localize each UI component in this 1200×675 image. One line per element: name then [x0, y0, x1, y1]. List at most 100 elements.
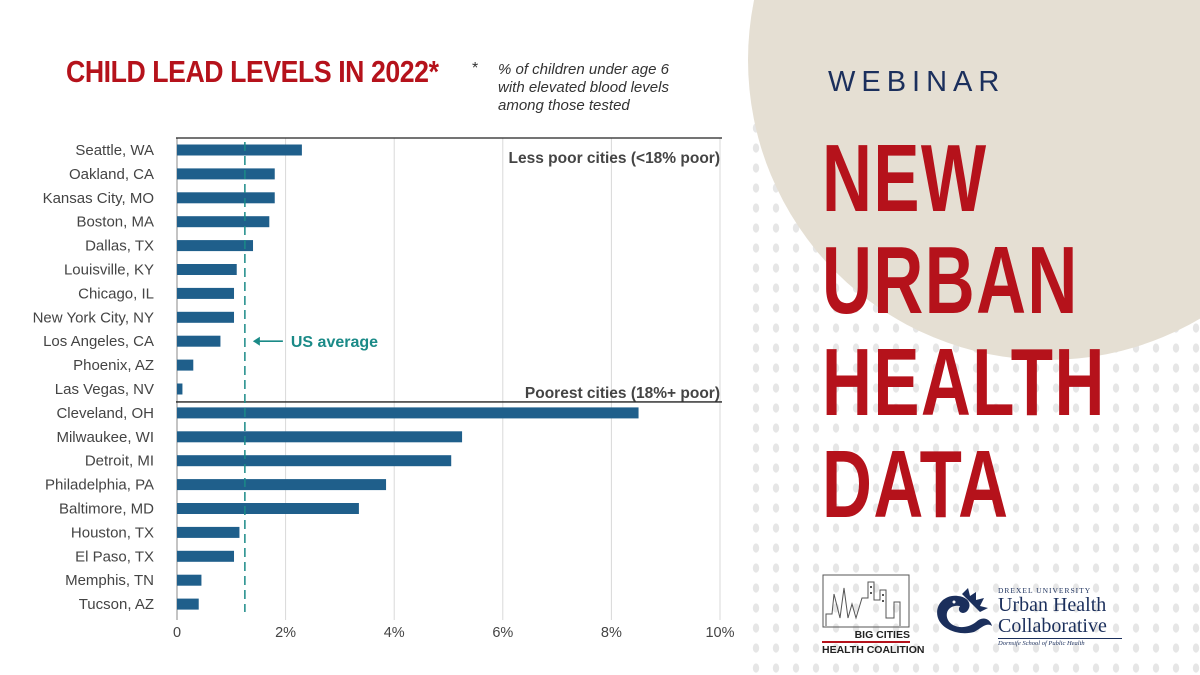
dot — [912, 623, 920, 633]
dot — [912, 603, 920, 613]
dot — [1112, 443, 1120, 453]
dot — [872, 463, 880, 473]
bar — [177, 574, 202, 586]
dot — [752, 243, 760, 253]
dot — [872, 563, 880, 573]
category-label: El Paso, TX — [75, 548, 154, 565]
dot — [812, 603, 820, 613]
dot — [792, 523, 800, 533]
dot — [832, 303, 840, 313]
dot — [792, 663, 800, 673]
dot — [852, 503, 860, 513]
dot — [972, 363, 980, 373]
dot — [752, 303, 760, 313]
dot — [792, 583, 800, 593]
big-cities-skyline-icon — [822, 574, 910, 628]
x-tick-label: 2% — [275, 625, 296, 641]
dot — [1012, 603, 1020, 613]
dot — [812, 443, 820, 453]
dot — [1112, 563, 1120, 573]
dot — [832, 423, 840, 433]
category-label: New York City, NY — [33, 309, 154, 326]
dot — [892, 443, 900, 453]
dot — [912, 343, 920, 353]
dot — [852, 523, 860, 533]
dot — [992, 583, 1000, 593]
dot — [1152, 643, 1160, 653]
dot — [1072, 423, 1080, 433]
dot — [972, 563, 980, 573]
dot — [772, 323, 780, 333]
category-label: Baltimore, MD — [59, 501, 154, 518]
dot — [1052, 423, 1060, 433]
dot — [932, 663, 940, 673]
dot — [1172, 623, 1180, 633]
dot — [812, 463, 820, 473]
category-label: Las Vegas, NV — [55, 381, 154, 398]
dot — [892, 663, 900, 673]
dot — [812, 523, 820, 533]
dot — [1092, 643, 1100, 653]
dot — [812, 663, 820, 673]
dot — [1032, 363, 1040, 373]
dot — [752, 643, 760, 653]
dot — [792, 243, 800, 253]
dot — [1192, 463, 1200, 473]
dot — [752, 263, 760, 273]
dot — [772, 203, 780, 213]
dot — [992, 643, 1000, 653]
dot — [1052, 603, 1060, 613]
dot — [1012, 423, 1020, 433]
dot — [752, 523, 760, 533]
category-label: Boston, MA — [76, 214, 154, 231]
dot — [1092, 583, 1100, 593]
dot — [1172, 523, 1180, 533]
dot — [772, 243, 780, 253]
bar — [177, 264, 237, 275]
dot — [1072, 523, 1080, 533]
dot — [932, 383, 940, 393]
dot — [852, 563, 860, 573]
dot — [992, 383, 1000, 393]
dot — [792, 383, 800, 393]
dot — [932, 443, 940, 453]
bar — [177, 287, 235, 299]
dot — [1172, 663, 1180, 673]
uhc-line2: Collaborative — [998, 615, 1107, 637]
dot — [972, 583, 980, 593]
dot — [1132, 403, 1140, 413]
dot — [1192, 663, 1200, 673]
dot — [1132, 583, 1140, 593]
dot — [772, 283, 780, 293]
bar — [177, 240, 254, 252]
dot — [852, 443, 860, 453]
dot — [1092, 623, 1100, 633]
dot — [772, 543, 780, 553]
dot — [912, 503, 920, 513]
dot — [872, 643, 880, 653]
dot — [1012, 363, 1020, 373]
dot — [832, 583, 840, 593]
dot — [772, 503, 780, 513]
bar — [177, 407, 639, 419]
dot — [852, 343, 860, 353]
dot — [772, 263, 780, 273]
dot — [1092, 423, 1100, 433]
dot — [832, 323, 840, 333]
dot — [852, 483, 860, 493]
dot — [852, 403, 860, 413]
dot — [1192, 623, 1200, 633]
dot — [1032, 583, 1040, 593]
dot — [772, 303, 780, 313]
dot — [1032, 403, 1040, 413]
dot — [752, 163, 760, 173]
dot — [1112, 383, 1120, 393]
dot — [1132, 503, 1140, 513]
category-label: Kansas City, MO — [43, 190, 154, 207]
dot — [852, 303, 860, 313]
dot — [1092, 663, 1100, 673]
dot — [1172, 463, 1180, 473]
dot — [752, 603, 760, 613]
dot — [1092, 603, 1100, 613]
dot — [792, 603, 800, 613]
